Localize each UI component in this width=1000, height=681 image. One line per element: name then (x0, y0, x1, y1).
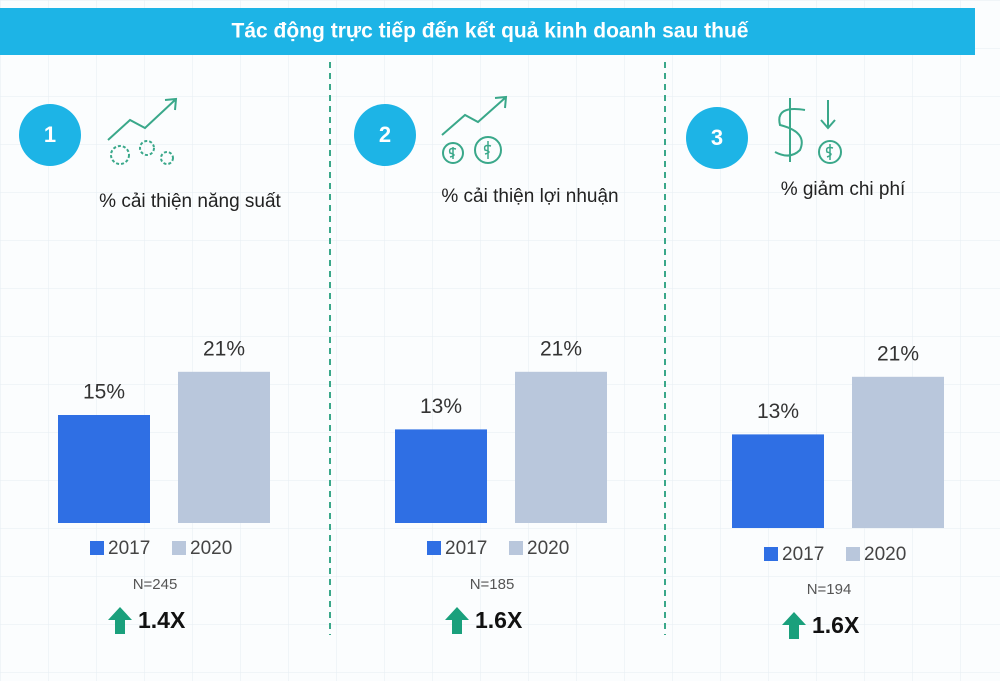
legend-label: 2020 (864, 544, 906, 565)
legend-label: 2017 (782, 544, 824, 565)
bar (178, 371, 270, 523)
legend-label: 2020 (190, 538, 232, 559)
value-label: 13% (420, 395, 462, 418)
number-label: 1 (44, 122, 56, 147)
number-badge (354, 104, 416, 166)
number-badge (686, 107, 748, 169)
bar (515, 371, 607, 523)
panel-title: % cải thiện lợi nhuận (441, 186, 618, 207)
legend-swatch (90, 541, 104, 555)
icon (139, 140, 155, 156)
icon (825, 144, 834, 160)
number-label: 2 (379, 122, 391, 147)
legend-swatch (764, 547, 778, 561)
legend-swatch (846, 547, 860, 561)
multiplier: 1.4X (138, 607, 186, 633)
up-arrow (445, 607, 469, 634)
value-label: 21% (203, 337, 245, 360)
panel-title: % giảm chi phí (781, 179, 906, 200)
legend-swatch (509, 541, 523, 555)
value-label: 21% (540, 337, 582, 360)
icon (110, 145, 130, 165)
icon (160, 151, 174, 165)
up-arrow (108, 607, 132, 634)
sample-size: N=245 (133, 576, 178, 593)
icon (818, 140, 842, 164)
header-bar (0, 8, 975, 55)
number-badge (19, 104, 81, 166)
header-title: Tác động trực tiếp đến kết quả kinh doan… (232, 20, 749, 43)
legend-swatch (172, 541, 186, 555)
icon (474, 136, 502, 164)
legend-label: 2017 (445, 538, 487, 559)
legend-label: 2020 (527, 538, 569, 559)
value-label: 21% (877, 342, 919, 365)
panel-title: % cải thiện năng suất (99, 191, 281, 212)
value-label: 13% (757, 400, 799, 423)
icon (448, 147, 457, 159)
value-label: 15% (83, 381, 125, 404)
icon (441, 95, 508, 136)
icon (442, 142, 464, 164)
multiplier: 1.6X (812, 612, 860, 638)
bar (58, 415, 150, 523)
number-label: 3 (711, 125, 723, 150)
icon (483, 141, 492, 159)
icon (774, 98, 836, 162)
icon (107, 97, 178, 141)
up-arrow (782, 612, 806, 639)
sample-size: N=185 (470, 576, 515, 593)
legend-label: 2017 (108, 538, 150, 559)
multiplier: 1.6X (475, 607, 523, 633)
legend-swatch (427, 541, 441, 555)
sample-size: N=194 (807, 581, 852, 598)
bar (852, 376, 944, 528)
bar (732, 434, 824, 528)
bar (395, 429, 487, 523)
